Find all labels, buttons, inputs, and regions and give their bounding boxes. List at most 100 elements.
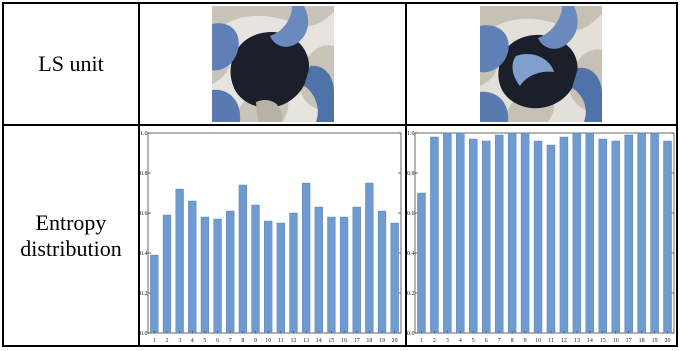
bar [663,140,672,334]
x-tick-label: 12 [561,338,567,344]
entropy-chart-right: 0.00.20.40.60.81.01 2 3 4 5 6 7 8 9 10 11 12 13 14 15 1… [407,131,675,344]
x-tick-label: 15 [328,338,334,344]
bar [637,132,646,334]
y-tick-label: 0.8 [140,171,148,177]
bar [559,136,569,334]
bar [443,132,452,334]
bar [213,218,222,334]
bar [390,222,399,334]
x-tick-label: 1 [153,338,156,344]
bar [339,216,349,334]
bar [377,210,387,334]
x-tick-label: 19 [652,338,658,344]
plot-frame [414,132,675,334]
plot-frame [147,132,402,334]
bar [598,138,607,334]
x-tick-label: 4 [191,338,194,344]
y-tick-label: 0.4 [407,251,415,257]
x-tick-label: 20 [665,338,671,344]
y-tick-label: 1.0 [140,131,148,137]
row-divider [4,124,676,126]
bar [469,138,478,334]
bar [327,216,336,334]
y-tick-label: 0.0 [407,331,415,337]
x-tick-label: 2 [433,338,436,344]
x-tick-label: 14 [316,338,322,344]
x-tick-label: 11 [548,338,554,344]
x-tick-label: 7 [498,338,501,344]
comparison-table [2,2,678,347]
x-tick-label: 3 [178,338,181,344]
y-tick-label: 1.0 [407,131,415,137]
bar [611,140,620,334]
x-tick-label: 2 [165,338,168,344]
x-tick-label: 9 [524,338,527,344]
bar [150,254,159,334]
entropy-label-line2: distribution [20,235,122,261]
x-tick-label: 17 [354,338,360,344]
x-tick-label: 18 [366,338,372,344]
entropy-distribution-label: Entropy distribution [4,126,138,345]
x-tick-label: 11 [278,338,284,344]
x-tick-label: 5 [472,338,475,344]
bar [507,132,517,334]
y-tick-label: 0.4 [140,251,148,257]
bar [352,206,361,334]
column-divider [405,4,407,345]
x-tick-label: 19 [379,338,385,344]
bar [238,184,247,334]
x-tick-label: 1 [420,338,423,344]
bar [533,140,543,334]
bar [520,132,530,334]
y-tick-label: 0.8 [407,171,415,177]
x-tick-label: 15 [600,338,606,344]
x-tick-label: 9 [254,338,257,344]
x-tick-label: 14 [587,338,593,344]
bar [302,182,311,334]
bar [251,204,260,334]
x-tick-label: 6 [485,338,488,344]
x-tick-label: 10 [265,338,271,344]
x-tick-label: 3 [446,338,449,344]
x-tick-label: 4 [459,338,462,344]
bar [162,214,172,334]
x-tick-label: 10 [535,338,541,344]
bar [417,192,426,334]
bar [494,134,504,334]
y-tick-label: 0.2 [407,291,415,297]
bar [572,132,582,334]
x-tick-label: 6 [216,338,219,344]
bar [188,200,197,334]
column-divider [138,4,140,345]
bar [289,212,298,334]
bar [456,132,465,334]
bar [624,134,633,334]
x-tick-label: 16 [613,338,619,344]
bar [226,210,235,334]
bar [175,188,184,334]
x-tick-label: 18 [639,338,645,344]
bar [482,140,491,334]
x-tick-label: 17 [626,338,632,344]
y-tick-label: 0.0 [140,331,148,337]
entropy-label-line1: Entropy [35,209,107,235]
x-tick-label: 20 [392,338,398,344]
ls-unit-structure-right [480,6,602,122]
y-tick-label: 0.2 [140,291,148,297]
ls-unit-structure-left [212,6,334,122]
bar [546,144,556,334]
bar [200,216,210,334]
x-tick-label: 7 [229,338,232,344]
x-tick-label: 8 [241,338,244,344]
x-tick-label: 5 [203,338,206,344]
bar [650,132,659,334]
x-tick-label: 12 [290,338,296,344]
y-tick-label: 0.6 [140,211,148,217]
bar [264,220,273,334]
x-tick-label: 16 [341,338,347,344]
x-tick-label: 13 [574,338,580,344]
bar [276,222,285,334]
entropy-chart-left: 0.00.20.40.60.81.01 2 3 4 5 6 7 8 9 10 11 12 13 14 15 1… [140,131,402,344]
bar [430,136,439,334]
bar [365,182,374,334]
